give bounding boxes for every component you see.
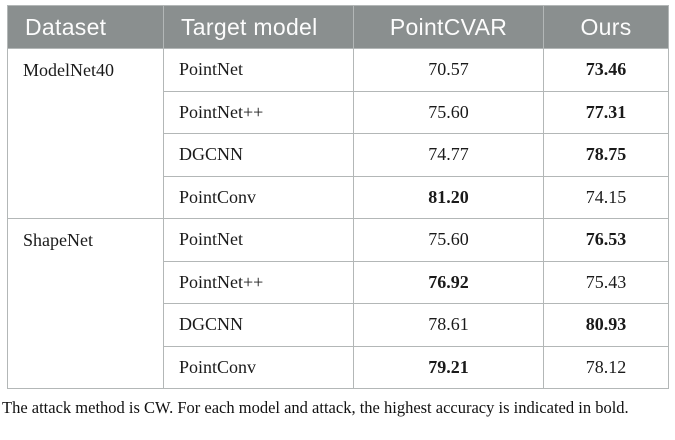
- pointcvar-value: 74.77: [353, 133, 544, 177]
- ours-value: 75.43: [543, 260, 669, 304]
- results-table: Dataset Target model PointCVAR Ours Mode…: [7, 5, 669, 389]
- pointcvar-value: 75.60: [353, 218, 544, 262]
- pointcvar-value: 79.21: [353, 345, 544, 389]
- pointcvar-value: 76.92: [353, 260, 544, 304]
- model-cell: PointNet: [163, 48, 354, 92]
- header-ours: Ours: [543, 5, 669, 49]
- header-row: Dataset Target model PointCVAR Ours: [7, 5, 669, 49]
- ours-value: 80.93: [543, 303, 669, 347]
- dataset-cell-shapenet: ShapeNet: [7, 218, 164, 389]
- ours-value: 73.46: [543, 48, 669, 92]
- pointcvar-value: 81.20: [353, 175, 544, 219]
- table-row: ShapeNet PointNet 75.60 76.53: [7, 218, 669, 389]
- model-cell: PointNet++: [163, 260, 354, 304]
- model-cell: PointNet++: [163, 90, 354, 134]
- table-row: PointConv 81.20 74.15: [8, 175, 669, 219]
- model-cell: DGCNN: [163, 303, 354, 347]
- table-footnote: The attack method is CW. For each model …: [2, 398, 629, 417]
- header-pointcvar: PointCVAR: [353, 5, 544, 49]
- pointcvar-value: 78.61: [353, 303, 544, 347]
- model-cell: DGCNN: [163, 133, 354, 177]
- ours-value: 78.75: [543, 133, 669, 177]
- ours-value: 76.53: [543, 218, 669, 262]
- table-row: DGCNN 74.77 78.75: [8, 133, 669, 177]
- table-row: PointConv 79.21 78.12: [8, 345, 669, 389]
- header-target-model: Target model: [163, 5, 354, 49]
- table-row: ModelNet40 PointNet 70.57 73.46: [7, 48, 669, 219]
- model-cell: PointConv: [163, 175, 354, 219]
- ours-value: 74.15: [543, 175, 669, 219]
- table-row: DGCNN 78.61 80.93: [8, 303, 669, 347]
- pointcvar-value: 75.60: [353, 90, 544, 134]
- model-cell: PointConv: [163, 345, 354, 389]
- pointcvar-value: 70.57: [353, 48, 544, 92]
- table-row: PointNet++ 75.60 77.31: [8, 90, 669, 134]
- ours-value: 77.31: [543, 90, 669, 134]
- header-dataset: Dataset: [7, 5, 164, 49]
- table-row: PointNet++ 76.92 75.43: [8, 260, 669, 304]
- dataset-cell-modelnet40: ModelNet40: [7, 48, 164, 219]
- model-cell: PointNet: [163, 218, 354, 262]
- ours-value: 78.12: [543, 345, 669, 389]
